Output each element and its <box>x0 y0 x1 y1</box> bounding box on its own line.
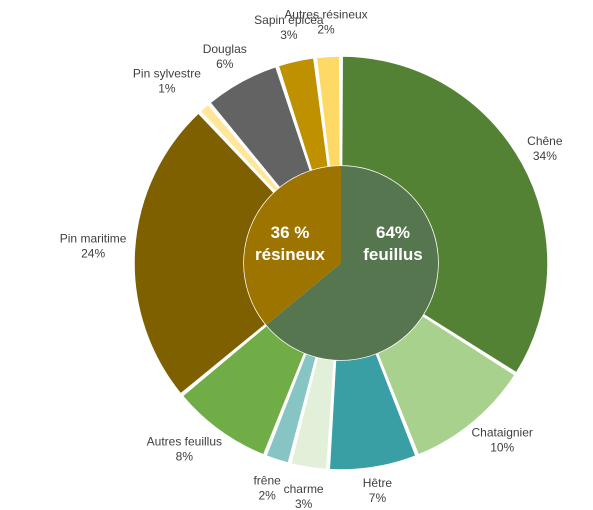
outer-ring <box>133 55 549 471</box>
label-pin-maritime: Pin maritime 24% <box>60 231 127 260</box>
label-hetre: Hêtre 7% <box>363 476 393 505</box>
label-chene: Chêne 34% <box>527 134 563 163</box>
inner-pie: 64% feuillus 36 % résineux <box>243 166 438 360</box>
label-autres-resineux: Autres résineux 2% <box>284 7 367 36</box>
label-frene: frêne 2% <box>253 473 281 502</box>
label-charme: charme 3% <box>284 482 324 510</box>
inner-slice-feuillus <box>266 166 438 360</box>
label-sapin-epicea: Sapin épicéa 3% <box>254 13 324 42</box>
label-chataignier: Chataignier 10% <box>472 426 533 455</box>
label-douglas: Douglas 6% <box>203 42 247 71</box>
inner-label-feuillus: 64% feuillus <box>363 223 423 264</box>
slice-labels: Chêne 34% Chataignier 10% Hêtre 7% charme 3%frê… <box>60 7 563 510</box>
inner-label-resineux: 36 % résineux <box>255 223 325 264</box>
label-pin-sylvestre: Pin sylvestre 1% <box>133 67 201 96</box>
label-autres-feuillus: Autres feuillus 8% <box>147 435 222 464</box>
inner-slice-resineux <box>243 166 341 325</box>
